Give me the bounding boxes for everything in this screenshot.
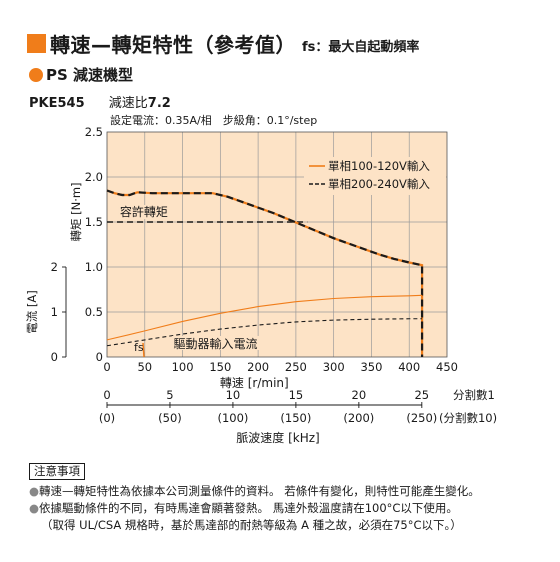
y-axis-label-torque: 轉矩 [N·m] bbox=[69, 182, 83, 241]
pulse-axis-label: 脈波速度 [kHz] bbox=[236, 430, 319, 445]
y-axis-label-current: 電流 [A] bbox=[25, 290, 39, 334]
pulse-tick-label-div10: (50) bbox=[158, 411, 182, 425]
page-header: 轉速—轉矩特性（參考值） fs：最大自起動頻率 bbox=[27, 30, 420, 57]
pulse-unit-10: (分割數10) bbox=[439, 411, 497, 425]
note-text: 依據驅動條件的不同，有時馬達會顯著發熱。 馬達外殼溫度請在100°C以下使用。 bbox=[39, 501, 458, 515]
note-text: 轉速—轉矩特性為依據本公司測量條件的資料。 若條件有變化，則特性可能產生變化。 bbox=[39, 484, 480, 498]
y-tick-label-current: 1 bbox=[51, 305, 58, 319]
fs-marker bbox=[142, 342, 145, 358]
allowable-torque-label: 容許轉矩 bbox=[120, 204, 168, 219]
current-label: 驅動器輸入電流 bbox=[173, 336, 257, 351]
pulse-tick-label: 10 bbox=[226, 388, 241, 402]
pulse-tick-label-div10: (250) bbox=[406, 411, 437, 425]
notes-section: 注意事項 ●轉速—轉矩特性為依據本公司測量條件的資料。 若條件有變化，則特性可能… bbox=[29, 463, 480, 534]
page-title: 轉速—轉矩特性（參考值） bbox=[50, 32, 296, 57]
x-tick-label: 400 bbox=[398, 360, 420, 374]
note-item: ●依據驅動條件的不同，有時馬達會顯著發熱。 馬達外殼溫度請在100°C以下使用。 bbox=[29, 500, 480, 517]
allowable-torque-label-bg bbox=[118, 205, 179, 219]
legend-bg bbox=[304, 157, 446, 195]
current-label-bg bbox=[171, 336, 280, 350]
gear-ratio: 減速比7.2 bbox=[109, 96, 171, 111]
torque-curve bbox=[106, 189, 424, 357]
pulse-tick-label-div10: (150) bbox=[280, 411, 311, 425]
x-tick-label: 100 bbox=[172, 360, 194, 374]
x-tick-label: 200 bbox=[247, 360, 269, 374]
gear-ratio-label: 減速比 bbox=[108, 96, 148, 111]
notes-title: 注意事項 bbox=[29, 463, 85, 480]
note-item: ●轉速—轉矩特性為依據本公司測量條件的資料。 若條件有變化，則特性可能產生變化。 bbox=[29, 483, 480, 500]
y-tick-label-torque: 0.5 bbox=[85, 305, 103, 319]
x-tick-label: 0 bbox=[103, 360, 110, 374]
pulse-tick-label: 25 bbox=[414, 388, 429, 402]
current-curve bbox=[106, 294, 423, 341]
pulse-tick-label: 5 bbox=[166, 388, 173, 402]
pulse-tick-label-div10: (200) bbox=[343, 411, 374, 425]
y-tick-label-current: 2 bbox=[51, 260, 58, 274]
model-line: PKE545 減速比7.2 bbox=[29, 92, 171, 111]
x-tick-label: 50 bbox=[137, 360, 152, 374]
x-tick-label: 300 bbox=[323, 360, 345, 374]
series-title: PS 減速機型 bbox=[46, 66, 134, 84]
gray-bullet-icon: ● bbox=[29, 501, 40, 515]
x-axis-label: 轉速 [r/min] bbox=[220, 376, 289, 390]
pulse-unit-1: 分割數1 bbox=[453, 388, 495, 402]
pulse-tick-label: 20 bbox=[352, 388, 367, 402]
legend-entry: 單相100-120V輸入 bbox=[328, 159, 430, 173]
y-tick-label-torque: 1.5 bbox=[85, 215, 103, 229]
y-tick-label-torque: 2.0 bbox=[85, 170, 103, 184]
series-header: PS 減速機型 bbox=[29, 64, 133, 85]
plot-frame bbox=[106, 131, 448, 358]
y-tick-label-torque: 0 bbox=[96, 350, 103, 364]
current-curve bbox=[106, 318, 423, 347]
pulse-tick-label-div10: (100) bbox=[217, 411, 248, 425]
pulse-tick-label: 15 bbox=[289, 388, 304, 402]
pulse-tick-label-div10: (0) bbox=[99, 411, 115, 425]
fs-label: fs bbox=[134, 341, 144, 354]
y-tick-label-torque: 2.5 bbox=[85, 125, 103, 139]
bullet-dot-icon bbox=[29, 67, 43, 82]
note-paren: （取得 UL/CSA 規格時，基於馬達部的耐熱等級為 A 種之故，必須在75°C… bbox=[41, 518, 462, 532]
legend-entry: 單相200-240V輸入 bbox=[328, 177, 430, 191]
setting-text: 設定電流：0.35A/相 步級角：0.1°/step bbox=[110, 113, 317, 127]
x-tick-label: 150 bbox=[209, 360, 231, 374]
gear-ratio-value: 7.2 bbox=[147, 96, 171, 111]
y-tick-label-torque: 1.0 bbox=[85, 260, 103, 274]
page-subtitle: fs：最大自起動頻率 bbox=[302, 39, 420, 55]
header-square-icon bbox=[27, 33, 46, 53]
pulse-tick-label: 0 bbox=[103, 388, 110, 402]
gray-bullet-icon: ● bbox=[29, 484, 40, 498]
y-tick-label-current: 0 bbox=[51, 350, 58, 364]
x-tick-label: 450 bbox=[436, 360, 458, 374]
x-tick-label: 350 bbox=[360, 360, 382, 374]
model-name: PKE545 bbox=[29, 96, 85, 111]
x-tick-label: 250 bbox=[285, 360, 307, 374]
